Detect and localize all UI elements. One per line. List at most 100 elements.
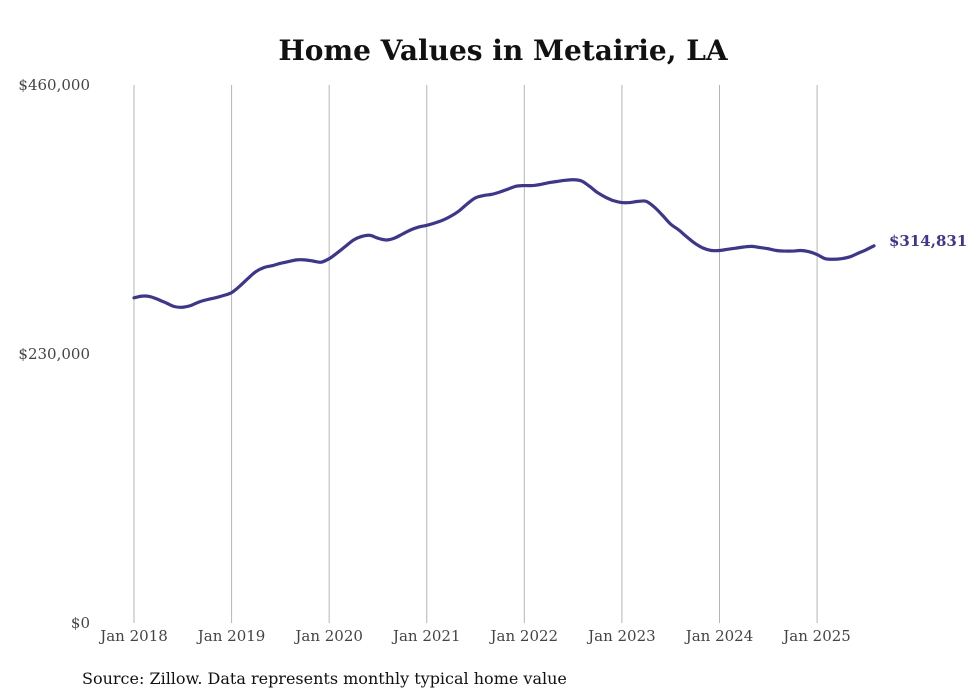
data-point-2024-12 [807, 250, 811, 254]
data-point-2020-08 [384, 238, 388, 242]
data-point-2019-02 [238, 284, 242, 288]
x-tick-label: Jan 2022 [489, 627, 559, 645]
data-point-2022-06 [563, 178, 567, 182]
data-point-2020-03 [343, 244, 347, 248]
data-point-2025-04 [839, 257, 843, 261]
data-point-2024-10 [791, 249, 795, 253]
data-point-2018-03 [148, 295, 152, 299]
data-point-2019-04 [254, 270, 258, 274]
data-point-2020-01 [327, 257, 331, 261]
data-point-2019-08 [287, 260, 291, 264]
data-point-2023-08 [677, 228, 681, 232]
data-point-2025-07 [864, 248, 868, 252]
data-point-2022-04 [547, 181, 551, 185]
data-point-2020-02 [335, 251, 339, 255]
data-point-2024-09 [783, 249, 787, 253]
data-point-2023-09 [685, 235, 689, 239]
data-point-2024-11 [799, 248, 803, 252]
data-point-2021-06 [465, 202, 469, 206]
data-point-2022-01 [522, 184, 526, 188]
data-point-2021-12 [514, 184, 518, 188]
data-point-2018-02 [140, 294, 144, 298]
data-point-2018-10 [205, 298, 209, 302]
y-tick-label: $460,000 [18, 76, 90, 94]
data-point-2024-03 [734, 246, 738, 250]
data-point-2024-01 [717, 248, 721, 252]
data-point-2020-09 [392, 236, 396, 240]
data-point-2022-12 [612, 199, 616, 203]
data-point-2020-10 [400, 232, 404, 236]
x-tick-label: Jan 2025 [781, 627, 851, 645]
data-point-2021-08 [482, 194, 486, 198]
data-point-2025-06 [856, 251, 860, 255]
y-tick-label: $0 [71, 614, 90, 632]
data-point-2018-08 [189, 303, 193, 307]
data-point-2021-09 [490, 192, 494, 196]
data-point-2018-11 [213, 296, 217, 300]
data-point-2023-11 [701, 246, 705, 250]
data-point-2022-07 [571, 178, 575, 182]
data-point-2023-10 [693, 241, 697, 245]
x-tick-label: Jan 2020 [293, 627, 363, 645]
data-point-2020-12 [417, 225, 421, 229]
gridlines [133, 85, 818, 623]
x-tick-label: Jan 2021 [391, 627, 461, 645]
data-point-2022-02 [530, 184, 534, 188]
data-point-2019-03 [246, 277, 250, 281]
data-point-2022-05 [555, 179, 559, 183]
data-point-2024-04 [742, 245, 746, 249]
source-note: Source: Zillow. Data represents monthly … [82, 669, 567, 688]
data-point-2019-07 [278, 261, 282, 265]
data-point-2025-02 [823, 257, 827, 261]
data-point-2025-08 [872, 244, 876, 248]
data-point-2019-01 [230, 291, 234, 295]
data-point-2023-06 [661, 213, 665, 217]
data-point-2020-05 [360, 234, 364, 238]
data-point-2019-10 [303, 258, 307, 262]
data-point-2021-04 [449, 214, 453, 218]
data-point-2025-05 [848, 255, 852, 259]
data-point-2021-05 [457, 209, 461, 213]
data-point-2022-08 [579, 179, 583, 183]
data-point-2024-08 [774, 248, 778, 252]
data-point-2024-07 [766, 247, 770, 251]
data-point-2018-12 [221, 294, 225, 298]
data-point-2021-10 [498, 190, 502, 194]
data-point-2018-07 [181, 305, 185, 309]
end-label-layer: $314,831 [889, 232, 967, 250]
data-point-2023-07 [669, 222, 673, 226]
data-point-2020-11 [408, 228, 412, 232]
data-point-2024-02 [726, 247, 730, 251]
y-tick-label: $230,000 [18, 345, 90, 363]
series-layer [132, 178, 876, 309]
x-tick-label: Jan 2018 [98, 627, 168, 645]
series-line [132, 178, 876, 309]
end-value-label: $314,831 [889, 232, 967, 250]
data-point-2022-09 [587, 184, 591, 188]
data-point-2021-07 [474, 196, 478, 200]
data-point-2025-01 [815, 253, 819, 257]
chart-title: Home Values in Metairie, LA [278, 34, 729, 67]
data-point-2018-05 [165, 301, 169, 305]
data-point-2019-05 [262, 265, 266, 269]
x-tick-label: Jan 2023 [586, 627, 656, 645]
x-tick-label: Jan 2024 [684, 627, 754, 645]
data-point-2021-11 [506, 187, 510, 191]
data-point-2019-11 [311, 259, 315, 263]
data-point-2020-06 [368, 233, 372, 237]
data-point-2024-05 [750, 244, 754, 248]
data-point-2021-02 [433, 221, 437, 225]
data-point-2022-03 [539, 182, 543, 186]
data-point-2020-07 [376, 236, 380, 240]
data-point-2022-11 [604, 195, 608, 199]
data-point-2021-03 [441, 218, 445, 222]
data-point-2024-06 [758, 246, 762, 250]
data-point-2022-10 [596, 191, 600, 195]
data-point-2023-04 [644, 199, 648, 203]
y-axis-labels: $460,000 $230,000 $0 [18, 76, 90, 632]
data-point-2018-09 [197, 300, 201, 304]
data-point-2023-05 [652, 205, 656, 209]
data-point-2018-06 [173, 305, 177, 309]
data-point-2023-02 [628, 201, 632, 205]
